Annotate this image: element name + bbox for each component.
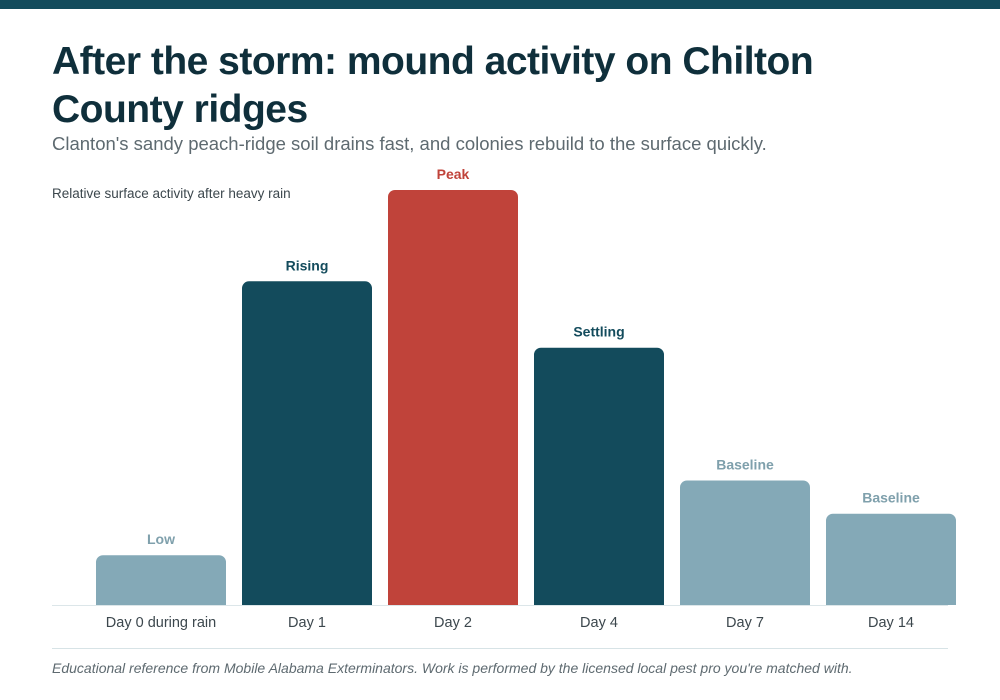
bar bbox=[534, 347, 664, 605]
bar-data-label: Baseline bbox=[862, 490, 920, 506]
x-tick-label: Day 7 bbox=[726, 615, 764, 631]
x-tick-label: Day 14 bbox=[868, 615, 914, 631]
bar-base bbox=[96, 597, 226, 605]
bar-data-label: Settling bbox=[573, 324, 624, 340]
bar bbox=[680, 480, 810, 605]
chart-title: After the storm: mound activity on Chilt… bbox=[52, 40, 814, 131]
y-axis-note: Relative surface activity after heavy ra… bbox=[52, 186, 291, 201]
bar-base bbox=[388, 597, 518, 605]
bar bbox=[388, 190, 518, 605]
bar-data-label: Low bbox=[147, 531, 175, 547]
footer-note: Educational reference from Mobile Alabam… bbox=[52, 660, 853, 676]
bar bbox=[96, 555, 226, 605]
bar-base bbox=[680, 597, 810, 605]
top-accent-bar bbox=[0, 0, 1000, 9]
x-tick-label: Day 1 bbox=[288, 615, 326, 631]
bar bbox=[826, 513, 956, 605]
bar-data-label: Rising bbox=[286, 257, 329, 273]
bar-base bbox=[534, 597, 664, 605]
chart-subtitle: Clanton's sandy peach-ridge soil drains … bbox=[52, 133, 767, 154]
x-tick-label: Day 0 during rain bbox=[106, 615, 216, 631]
bar-base bbox=[242, 597, 372, 605]
x-tick-label: Day 2 bbox=[434, 615, 472, 631]
bar-data-label: Peak bbox=[437, 166, 470, 182]
bar-data-label: Baseline bbox=[716, 457, 774, 473]
footer-divider bbox=[52, 648, 948, 649]
x-tick-label: Day 4 bbox=[580, 615, 618, 631]
bar bbox=[242, 281, 372, 605]
bar-base bbox=[826, 597, 956, 605]
